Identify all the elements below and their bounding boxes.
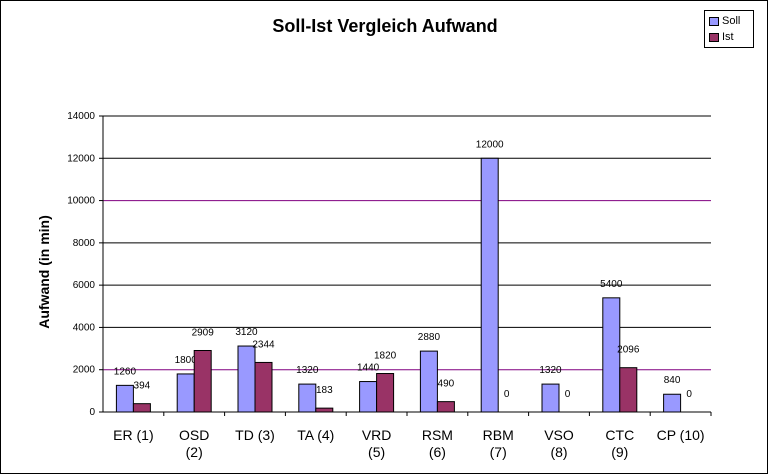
x-category-label: RSM xyxy=(422,427,453,443)
data-label-soll: 840 xyxy=(664,375,681,386)
bar-ist xyxy=(315,407,334,413)
bar-soll xyxy=(115,384,134,413)
data-label-soll: 5400 xyxy=(600,279,623,290)
x-category-label: (7) xyxy=(490,444,507,460)
bar-soll xyxy=(176,373,195,413)
bar-ist xyxy=(376,373,395,413)
data-label-soll: 1320 xyxy=(539,365,562,376)
data-label-ist: 0 xyxy=(565,389,571,400)
legend-label-ist: Ist xyxy=(722,31,734,43)
bar-soll xyxy=(663,393,682,413)
x-category-label: RBM xyxy=(483,427,514,443)
y-tick-label: 8000 xyxy=(73,238,96,249)
x-category-label: (9) xyxy=(611,444,628,460)
bar-soll xyxy=(480,157,499,413)
data-label-ist: 2096 xyxy=(617,345,640,356)
data-label-ist: 183 xyxy=(316,385,333,396)
y-tick-label: 12000 xyxy=(67,153,95,164)
y-tick-label: 6000 xyxy=(73,280,96,291)
data-label-soll: 1260 xyxy=(114,366,137,377)
bar-soll xyxy=(237,345,256,413)
data-label-soll: 1440 xyxy=(357,363,380,374)
data-label-ist: 490 xyxy=(438,379,455,390)
legend: Soll Ist xyxy=(704,10,754,48)
y-tick-label: 2000 xyxy=(73,365,96,376)
data-label-soll: 12000 xyxy=(476,139,504,150)
x-category-label: CP (10) xyxy=(657,427,705,443)
data-label-ist: 2909 xyxy=(192,327,215,338)
legend-swatch-ist xyxy=(709,32,719,42)
legend-item-soll: Soll xyxy=(709,15,740,27)
bar-soll xyxy=(298,383,317,413)
data-label-ist: 1820 xyxy=(374,351,397,362)
data-label-ist: 394 xyxy=(134,381,151,392)
x-category-label: OSD xyxy=(179,427,209,443)
x-category-label: VRD xyxy=(362,427,392,443)
x-category-label: TA (4) xyxy=(297,427,334,443)
data-label-soll: 3120 xyxy=(235,327,258,338)
bar-ist xyxy=(619,367,638,413)
data-label-soll: 2880 xyxy=(418,332,441,343)
legend-item-ist: Ist xyxy=(709,31,734,43)
x-category-label: ER (1) xyxy=(113,427,153,443)
chart-title: Soll-Ist Vergleich Aufwand xyxy=(272,16,498,36)
data-label-soll: 1800 xyxy=(175,355,198,366)
bar-ist xyxy=(436,401,455,413)
legend-swatch-soll xyxy=(709,16,719,26)
bar-ist xyxy=(132,403,151,413)
data-label-ist: 0 xyxy=(686,389,692,400)
legend-label-soll: Soll xyxy=(722,15,741,27)
x-category-label: TD (3) xyxy=(235,427,275,443)
data-label-ist: 2344 xyxy=(252,339,275,350)
y-tick-label: 10000 xyxy=(67,196,95,207)
x-category-label: (2) xyxy=(186,444,203,460)
x-category-label: (8) xyxy=(550,444,567,460)
data-label-soll: 1320 xyxy=(296,365,319,376)
bar-ist xyxy=(254,361,273,413)
y-tick-label: 14000 xyxy=(67,111,95,122)
bar-soll xyxy=(419,350,438,413)
bar-ist xyxy=(193,349,212,413)
y-tick-label: 4000 xyxy=(73,322,96,333)
x-category-label: (5) xyxy=(368,444,385,460)
data-label-ist: 0 xyxy=(504,389,510,400)
x-category-label: VSO xyxy=(544,427,574,443)
bar-soll xyxy=(359,381,378,413)
y-tick-label: 0 xyxy=(89,407,95,418)
bar-soll xyxy=(541,383,560,413)
bar-soll xyxy=(602,297,621,413)
x-category-label: (6) xyxy=(429,444,446,460)
x-category-label: CTC xyxy=(605,427,634,443)
